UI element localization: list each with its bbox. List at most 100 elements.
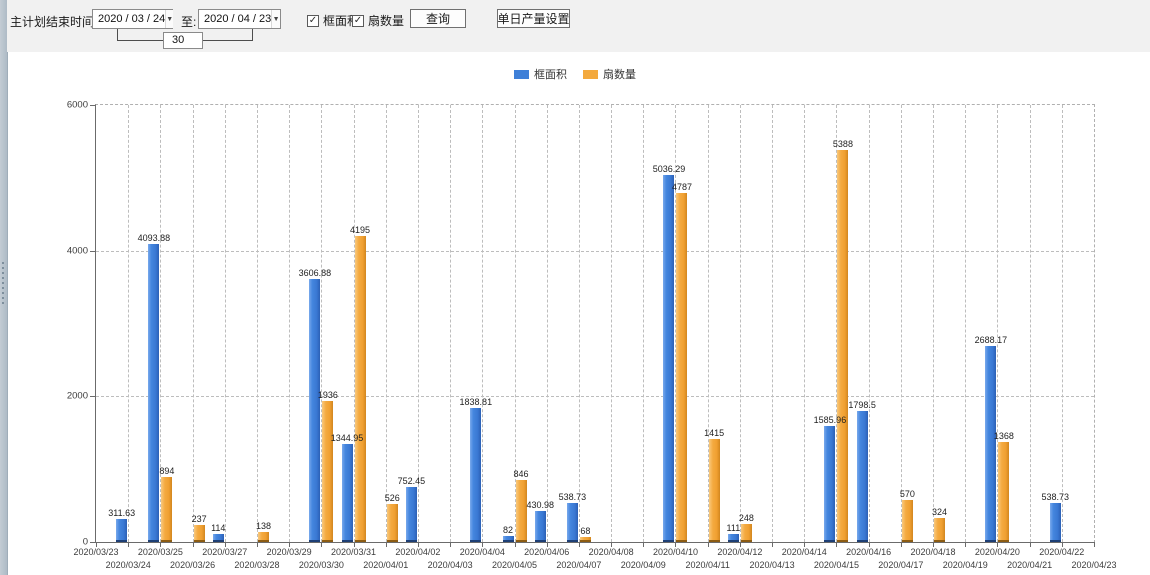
bar-扇数量-2020/03/25: [161, 477, 173, 542]
vertical-gridline: [611, 105, 613, 542]
bar-扇数量-2020/04/18: [934, 518, 946, 542]
bar-value-label: 1344.95: [330, 433, 364, 443]
checkbox-fan-count[interactable]: ✓ 扇数量: [352, 12, 404, 29]
bar-value-label: 846: [513, 469, 529, 479]
x-axis-label: 2020/03/27: [202, 547, 248, 557]
x-axis-tick: [321, 542, 323, 547]
bar-扇数量-2020/03/30: [322, 401, 334, 542]
bar-扇数量-2020/04/10: [676, 193, 688, 542]
vertical-gridline: [1061, 105, 1063, 542]
x-axis-label: 2020/03/24: [105, 560, 151, 570]
x-axis-label: 2020/03/29: [266, 547, 312, 557]
x-axis-label: 2020/04/23: [1071, 560, 1117, 570]
x-axis-tick: [675, 542, 677, 547]
connector-line: [203, 40, 253, 41]
bar-value-label: 4787: [671, 182, 692, 192]
bar-value-label: 4195: [350, 225, 371, 235]
date-to-value: 2020 / 04 / 23: [204, 13, 272, 25]
date-from-picker[interactable]: 2020 / 03 / 24 ▼: [92, 9, 174, 29]
x-axis-tick: [385, 542, 387, 547]
checkbox-frame-area[interactable]: ✓ 框面积: [307, 12, 359, 29]
bar-扇数量-2020/04/05: [515, 480, 527, 542]
bar-value-label: 1936: [317, 390, 338, 400]
end-time-label: 主计划结束时间:: [10, 15, 98, 29]
x-axis-label: 2020/03/26: [170, 560, 216, 570]
bar-框面积-2020/03/31: [341, 444, 353, 542]
checkbox-frame-area-label: 框面积: [323, 14, 360, 28]
x-axis-tick: [289, 542, 291, 547]
vertical-gridline: [836, 105, 838, 542]
x-axis-label: 2020/04/12: [717, 547, 763, 557]
x-axis-label: 2020/04/18: [910, 547, 956, 557]
chart-legend: 框面积 扇数量: [0, 66, 1150, 82]
bar-chart-plot-area: 0 2000 4000 6000 2020/03/23 2020/03/24 2020/03…: [67, 100, 1117, 571]
bar-框面积-2020/04/20: [985, 346, 997, 542]
vertical-gridline: [933, 105, 935, 542]
vertical-gridline: [643, 105, 645, 542]
vertical-gridline: [192, 105, 194, 542]
x-axis-label: 2020/04/16: [846, 547, 892, 557]
x-axis-label: 2020/04/21: [1007, 560, 1053, 570]
y-axis-tick: [90, 396, 96, 398]
daily-output-settings-button[interactable]: 单日产量设置: [497, 9, 570, 28]
x-axis-tick: [417, 542, 419, 547]
horizontal-gridline: [96, 250, 1094, 252]
bar-value-label: 114: [211, 523, 226, 533]
x-axis-tick: [772, 542, 774, 547]
x-axis-label: 2020/04/03: [427, 560, 473, 570]
checkbox-checked-icon[interactable]: ✓: [307, 14, 319, 27]
date-to-dropdown-icon[interactable]: ▼: [271, 10, 280, 28]
bar-value-label: 111: [726, 523, 741, 533]
bar-扇数量-2020/03/26: [193, 525, 205, 542]
y-axis-label: 2000: [66, 390, 88, 402]
bar-value-label: 752.45: [397, 476, 426, 486]
x-axis-tick: [933, 542, 935, 547]
toolbar: 主计划结束时间: 2020 / 03 / 24 ▼ 至: 2020 / 04 /…: [7, 0, 1150, 52]
bar-value-label: 894: [159, 466, 175, 476]
x-axis-tick: [900, 542, 902, 547]
y-axis-label: 4000: [66, 245, 88, 257]
date-from-dropdown-icon[interactable]: ▼: [165, 10, 174, 28]
vertical-gridline: [385, 105, 387, 542]
x-axis-label: 2020/04/14: [781, 547, 827, 557]
bar-value-label: 1838.81: [459, 397, 493, 407]
bar-value-label: 138: [255, 521, 271, 531]
vertical-gridline: [224, 105, 226, 542]
x-axis-tick: [965, 542, 967, 547]
x-axis-tick: [256, 542, 258, 547]
x-axis-tick: [128, 542, 130, 547]
y-axis-tick: [90, 105, 96, 106]
bar-扇数量-2020/04/01: [386, 504, 398, 542]
bar-value-label: 4093.88: [137, 233, 171, 243]
bar-扇数量-2020/04/20: [998, 442, 1010, 542]
x-axis-tick: [353, 542, 355, 547]
vertical-gridline: [868, 105, 870, 542]
x-axis-tick: [160, 542, 162, 547]
bar-框面积-2020/04/15: [824, 426, 836, 542]
query-button[interactable]: 查询: [410, 9, 466, 28]
x-axis-label: 2020/04/17: [878, 560, 924, 570]
checkbox-checked-icon[interactable]: ✓: [352, 14, 364, 27]
y-axis-label: 0: [82, 536, 88, 548]
connector-line: [117, 29, 118, 41]
x-axis-tick: [868, 542, 870, 547]
bar-扇数量-2020/04/07: [579, 537, 591, 542]
horizontal-gridline: [96, 396, 1094, 398]
bar-value-label: 430.98: [526, 500, 554, 510]
bar-value-label: 5388: [832, 139, 853, 149]
vertical-gridline: [707, 105, 709, 542]
bar-框面积-2020/04/05: [502, 536, 514, 542]
x-axis-label: 2020/04/19: [942, 560, 988, 570]
x-axis-tick: [224, 542, 226, 547]
interval-days-input[interactable]: 30: [163, 32, 203, 49]
vertical-gridline: [578, 105, 580, 542]
vertical-gridline: [772, 105, 774, 542]
bar-value-label: 248: [738, 513, 754, 523]
date-to-picker[interactable]: 2020 / 04 / 23 ▼: [198, 9, 281, 29]
bar-value-label: 538.73: [558, 492, 587, 502]
bar-扇数量-2020/03/28: [257, 532, 269, 542]
bar-value-label: 526: [384, 493, 400, 503]
x-axis-tick: [1029, 542, 1031, 547]
window-left-splitter[interactable]: [0, 0, 8, 575]
